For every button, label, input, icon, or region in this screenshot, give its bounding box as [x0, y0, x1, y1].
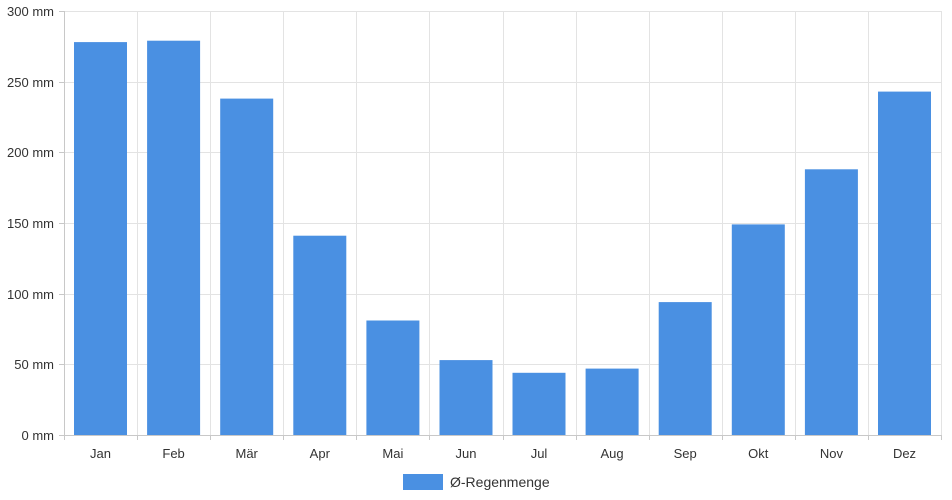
x-tick-label: Dez: [893, 446, 916, 461]
y-tick-label: 50 mm: [14, 357, 54, 372]
legend-swatch[interactable]: [403, 474, 443, 490]
bar-Nov[interactable]: [804, 169, 858, 436]
x-tick-label: Aug: [601, 446, 624, 461]
bar-Jan[interactable]: [74, 42, 127, 435]
bar-Sep[interactable]: [658, 302, 712, 435]
y-tick-label: 200 mm: [7, 145, 54, 160]
bar-Jul[interactable]: [512, 372, 566, 435]
bar-Mai[interactable]: [366, 320, 420, 436]
axes: [59, 11, 941, 440]
x-tick-label: Jan: [90, 446, 111, 461]
bar-Jun[interactable]: [439, 360, 493, 435]
y-tick-label: 300 mm: [7, 4, 54, 19]
x-tick-label: Mai: [382, 446, 403, 461]
bars: [74, 40, 931, 436]
x-tick-label: Jun: [456, 446, 477, 461]
x-tick-label: Jul: [531, 446, 548, 461]
x-axis-ticks: Jan Feb Mär Apr Mai Jun Jul Aug Sep Okt Nov Dez: [64, 435, 942, 461]
legend[interactable]: Ø-Regenmenge: [403, 474, 550, 490]
bar-Feb[interactable]: [147, 40, 201, 435]
x-tick-label: Nov: [820, 446, 844, 461]
x-tick-label: Mär: [236, 446, 259, 461]
bar-Dez[interactable]: [878, 91, 931, 435]
bar-Okt[interactable]: [731, 224, 785, 435]
y-tick-label: 150 mm: [7, 216, 54, 231]
y-tick-label: 100 mm: [7, 287, 54, 302]
x-tick-label: Apr: [310, 446, 331, 461]
legend-label[interactable]: Ø-Regenmenge: [450, 474, 550, 490]
bar-Apr[interactable]: [293, 235, 347, 435]
y-tick-label: 250 mm: [7, 75, 54, 90]
y-tick-label: 0 mm: [22, 428, 55, 443]
x-tick-label: Sep: [674, 446, 697, 461]
grid: [64, 11, 942, 435]
x-tick-label: Feb: [162, 446, 184, 461]
bar-Aug[interactable]: [585, 368, 639, 435]
y-axis-ticks: 0 mm 50 mm 100 mm 150 mm 200 mm 250 mm 300 mm: [7, 4, 64, 443]
bar-Mär[interactable]: [220, 98, 274, 435]
x-tick-label: Okt: [748, 446, 769, 461]
